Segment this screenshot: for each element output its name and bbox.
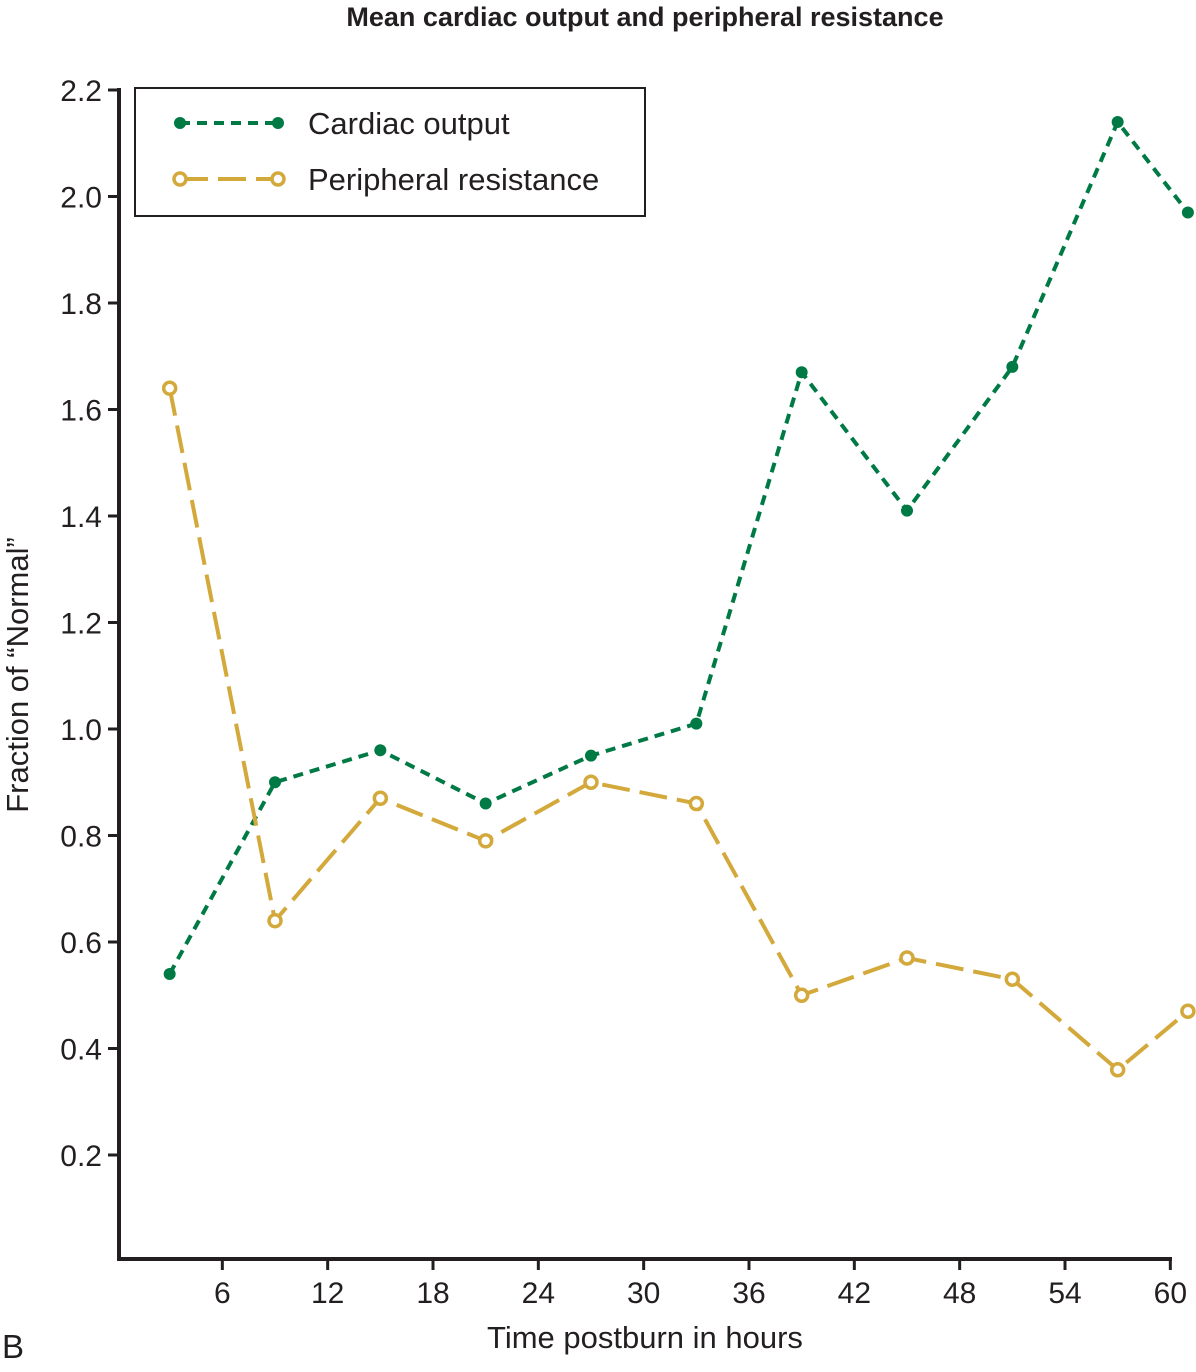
legend-box [134,87,646,217]
cardiac-output-point [901,504,913,517]
x-axis-label: Time postburn in hours [487,1320,803,1355]
y-tick-label: 0.6 [60,927,102,960]
x-tick-label: 30 [627,1277,660,1310]
cardiac-output-point [1111,115,1124,128]
x-tick-label: 12 [311,1277,344,1310]
peripheral-resistance-point [1180,1003,1196,1019]
cardiac-output-point [479,797,492,810]
peripheral-resistance-point [899,950,915,966]
cardiac-output-point [374,744,387,757]
x-tick-label: 36 [732,1277,765,1310]
x-tick-label: 24 [522,1277,555,1310]
peripheral-resistance-point [688,795,705,812]
legend-marker-cardiac-output [272,117,284,129]
peripheral-resistance-point [372,790,389,806]
y-axis-label: Fraction of “Normal” [0,537,35,813]
cardiac-output-point [585,749,597,762]
y-tick-label: 2.0 [60,182,102,215]
y-tick-label: 0.4 [60,1034,102,1067]
chart-title: Mean cardiac output and peripheral resis… [346,2,943,32]
legend-label-cardiac-output: Cardiac output [308,106,510,141]
series-layer [161,115,1196,1078]
peripheral-resistance-point [793,987,810,1003]
axes: 0.2 0.4 0.6 0.8 1.0 1.2 1.4 1.6 1.8 2.0 2.2 6 12 18 24… [60,75,1187,1310]
x-tick-label: 6 [214,1277,231,1310]
cardiac-output-point [163,967,176,980]
cardiac-output-point [690,717,703,730]
legend-label-peripheral-resistance: Peripheral resistance [308,162,599,197]
y-tick-label: 1.6 [60,395,102,428]
legend-marker-peripheral-resistance [270,171,286,187]
y-tick-label: 1.8 [60,288,102,321]
y-tick-label: 2.2 [60,75,102,108]
peripheral-resistance-point [477,833,494,849]
x-tick-label: 42 [838,1277,871,1310]
y-tick-label: 0.8 [60,821,102,854]
cardiac-output-point [795,366,808,379]
cardiac-output-point [1006,360,1019,373]
peripheral-resistance-point [1004,971,1021,988]
cardiac-output-point [269,776,281,789]
cardiac-output-line [167,118,1190,975]
x-tick-label: 18 [416,1277,449,1310]
peripheral-resistance-point [583,774,599,790]
y-tick-label: 0.2 [60,1140,102,1173]
x-tick-label: 54 [1048,1277,1081,1310]
cardiac-output-point [1181,206,1194,219]
x-tick-label: 48 [943,1277,976,1310]
peripheral-resistance-point [267,912,283,929]
panel-label: B [2,1328,24,1365]
legend: Cardiac output Peripheral resistance [134,87,646,217]
legend-marker-peripheral-resistance [172,171,188,187]
peripheral-resistance-point [1109,1062,1126,1078]
legend-marker-cardiac-output [174,117,186,129]
y-tick-label: 1.4 [60,501,102,534]
peripheral-resistance-point [161,380,178,396]
x-tick-label: 60 [1154,1277,1187,1310]
y-tick-label: 1.2 [60,608,102,641]
y-tick-label: 1.0 [60,714,102,747]
